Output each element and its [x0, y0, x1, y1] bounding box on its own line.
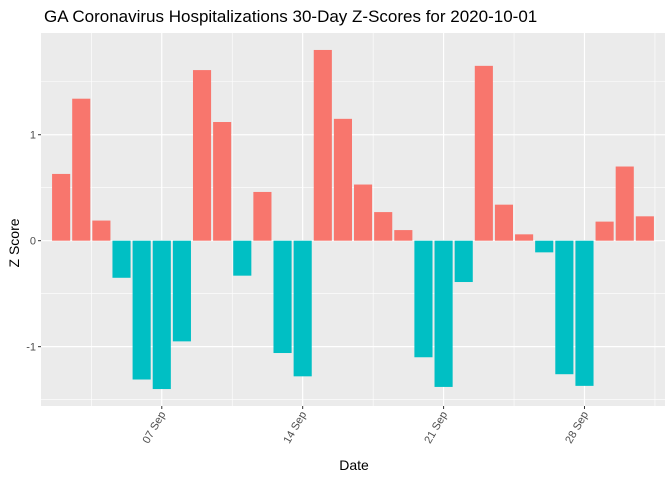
- bar: [595, 221, 614, 241]
- bar: [52, 173, 71, 241]
- bar: [273, 240, 292, 354]
- bar: [434, 240, 453, 387]
- y-axis-title: Z Score: [6, 218, 22, 267]
- bar: [172, 240, 191, 342]
- bar: [374, 212, 393, 241]
- bar: [112, 240, 131, 278]
- bar: [152, 240, 171, 390]
- bar: [494, 204, 514, 241]
- bars: [52, 49, 654, 390]
- x-tick-label: 14 Sep: [281, 410, 309, 446]
- y-tick-label: -1: [26, 342, 36, 354]
- bar: [233, 240, 252, 276]
- bar: [515, 234, 534, 241]
- bar: [394, 230, 413, 241]
- x-tick-label: 21 Sep: [422, 410, 450, 446]
- bar: [555, 240, 574, 375]
- bar: [132, 240, 151, 380]
- y-tick-label: 0: [30, 236, 36, 248]
- bar: [72, 98, 91, 241]
- x-tick-label: 28 Sep: [563, 410, 591, 446]
- bar: [414, 240, 433, 358]
- chart-title: GA Coronavirus Hospitalizations 30-Day Z…: [44, 7, 537, 26]
- bar: [213, 122, 232, 241]
- bar: [615, 166, 634, 241]
- bar: [192, 70, 212, 241]
- bar: [313, 49, 332, 241]
- bar: [333, 118, 352, 241]
- y-axis: -1 0 1: [26, 130, 41, 354]
- x-axis-title: Date: [339, 457, 369, 473]
- bar: [635, 216, 654, 241]
- bar: [454, 240, 473, 283]
- bar: [354, 184, 373, 241]
- bar: [535, 240, 554, 253]
- y-tick-label: 1: [30, 130, 36, 142]
- x-axis: 07 Sep 14 Sep 21 Sep 28 Sep: [141, 406, 591, 446]
- bar: [474, 65, 493, 241]
- x-tick-label: 07 Sep: [141, 410, 169, 446]
- bar: [253, 191, 272, 241]
- bar: [575, 240, 594, 386]
- bar: [92, 220, 111, 241]
- bar: [293, 240, 312, 377]
